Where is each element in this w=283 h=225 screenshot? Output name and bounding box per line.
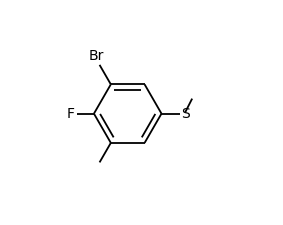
Text: S: S (181, 107, 190, 121)
Text: F: F (67, 107, 74, 121)
Text: Br: Br (88, 49, 104, 63)
